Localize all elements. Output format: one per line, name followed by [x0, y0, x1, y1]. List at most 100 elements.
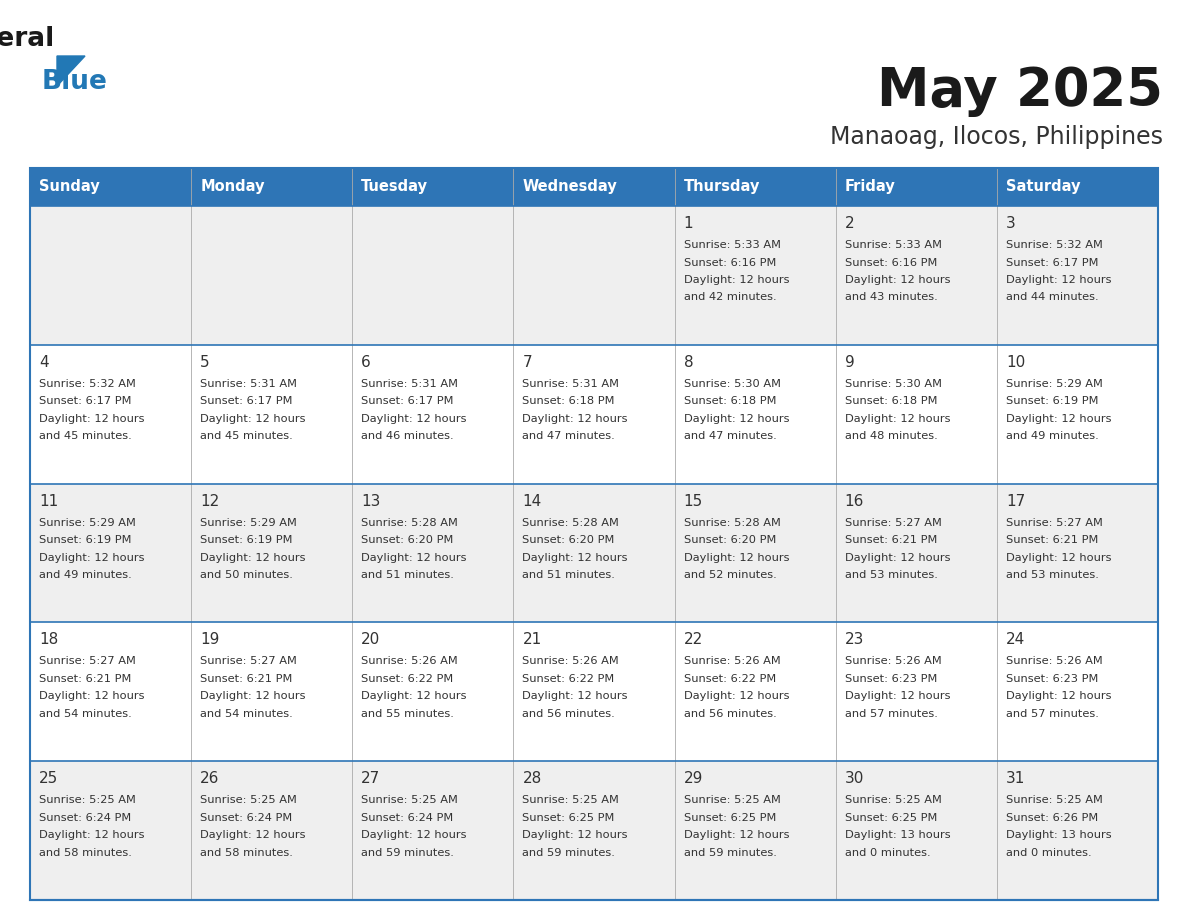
- Text: 7: 7: [523, 354, 532, 370]
- Text: Sunrise: 5:25 AM: Sunrise: 5:25 AM: [683, 795, 781, 805]
- Text: Sunrise: 5:31 AM: Sunrise: 5:31 AM: [361, 379, 459, 389]
- Text: Sunrise: 5:32 AM: Sunrise: 5:32 AM: [39, 379, 135, 389]
- Text: Tuesday: Tuesday: [361, 180, 429, 195]
- Text: Sunrise: 5:25 AM: Sunrise: 5:25 AM: [845, 795, 942, 805]
- Text: 30: 30: [845, 771, 864, 786]
- Text: Daylight: 12 hours: Daylight: 12 hours: [845, 275, 950, 285]
- Text: Daylight: 12 hours: Daylight: 12 hours: [200, 691, 305, 701]
- Text: and 56 minutes.: and 56 minutes.: [683, 709, 776, 719]
- Text: Daylight: 12 hours: Daylight: 12 hours: [845, 553, 950, 563]
- Text: Sunset: 6:16 PM: Sunset: 6:16 PM: [683, 258, 776, 267]
- Text: Daylight: 12 hours: Daylight: 12 hours: [683, 553, 789, 563]
- Text: 20: 20: [361, 633, 380, 647]
- Text: Sunrise: 5:26 AM: Sunrise: 5:26 AM: [683, 656, 781, 666]
- Text: and 54 minutes.: and 54 minutes.: [39, 709, 132, 719]
- Text: 12: 12: [200, 494, 220, 509]
- Text: Daylight: 12 hours: Daylight: 12 hours: [200, 830, 305, 840]
- Text: and 48 minutes.: and 48 minutes.: [845, 431, 937, 442]
- Text: May 2025: May 2025: [877, 65, 1163, 117]
- Text: Daylight: 12 hours: Daylight: 12 hours: [361, 553, 467, 563]
- Text: Sunset: 6:25 PM: Sunset: 6:25 PM: [845, 812, 937, 823]
- Text: 19: 19: [200, 633, 220, 647]
- Text: 1: 1: [683, 216, 693, 231]
- Text: and 0 minutes.: and 0 minutes.: [1006, 847, 1092, 857]
- Text: Daylight: 12 hours: Daylight: 12 hours: [683, 691, 789, 701]
- Text: and 55 minutes.: and 55 minutes.: [361, 709, 454, 719]
- Bar: [30, 206, 1158, 345]
- Text: Sunset: 6:21 PM: Sunset: 6:21 PM: [200, 674, 292, 684]
- Text: Sunrise: 5:30 AM: Sunrise: 5:30 AM: [845, 379, 942, 389]
- Text: Sunset: 6:17 PM: Sunset: 6:17 PM: [1006, 258, 1099, 267]
- Text: Daylight: 12 hours: Daylight: 12 hours: [39, 414, 145, 424]
- Text: Blue: Blue: [42, 69, 108, 95]
- Text: Sunday: Sunday: [39, 180, 100, 195]
- Text: and 44 minutes.: and 44 minutes.: [1006, 293, 1099, 303]
- Text: and 53 minutes.: and 53 minutes.: [1006, 570, 1099, 580]
- Text: Daylight: 12 hours: Daylight: 12 hours: [523, 553, 628, 563]
- Text: Sunrise: 5:26 AM: Sunrise: 5:26 AM: [1006, 656, 1102, 666]
- Text: Sunset: 6:20 PM: Sunset: 6:20 PM: [683, 535, 776, 545]
- Text: Sunrise: 5:28 AM: Sunrise: 5:28 AM: [683, 518, 781, 528]
- Text: Sunset: 6:20 PM: Sunset: 6:20 PM: [523, 535, 615, 545]
- Text: Sunset: 6:17 PM: Sunset: 6:17 PM: [39, 397, 132, 407]
- Text: Sunrise: 5:33 AM: Sunrise: 5:33 AM: [845, 240, 942, 250]
- Text: Sunset: 6:21 PM: Sunset: 6:21 PM: [845, 535, 937, 545]
- Text: 3: 3: [1006, 216, 1016, 231]
- Text: Manaoag, Ilocos, Philippines: Manaoag, Ilocos, Philippines: [830, 125, 1163, 149]
- Text: and 58 minutes.: and 58 minutes.: [39, 847, 132, 857]
- Bar: [30, 761, 1158, 900]
- Text: 9: 9: [845, 354, 854, 370]
- Text: 28: 28: [523, 771, 542, 786]
- Text: Daylight: 12 hours: Daylight: 12 hours: [845, 414, 950, 424]
- Text: and 59 minutes.: and 59 minutes.: [361, 847, 454, 857]
- Text: Saturday: Saturday: [1006, 180, 1080, 195]
- Text: Sunset: 6:23 PM: Sunset: 6:23 PM: [1006, 674, 1098, 684]
- Text: Sunset: 6:17 PM: Sunset: 6:17 PM: [361, 397, 454, 407]
- Text: 27: 27: [361, 771, 380, 786]
- Text: Sunrise: 5:25 AM: Sunrise: 5:25 AM: [523, 795, 619, 805]
- Text: Sunrise: 5:29 AM: Sunrise: 5:29 AM: [39, 518, 135, 528]
- Text: Sunrise: 5:27 AM: Sunrise: 5:27 AM: [845, 518, 942, 528]
- Bar: [835, 168, 997, 206]
- Text: Daylight: 12 hours: Daylight: 12 hours: [683, 414, 789, 424]
- Text: and 53 minutes.: and 53 minutes.: [845, 570, 937, 580]
- Text: 21: 21: [523, 633, 542, 647]
- Text: Daylight: 12 hours: Daylight: 12 hours: [39, 553, 145, 563]
- Text: 14: 14: [523, 494, 542, 509]
- Text: and 52 minutes.: and 52 minutes.: [683, 570, 776, 580]
- Text: 4: 4: [39, 354, 49, 370]
- Text: and 42 minutes.: and 42 minutes.: [683, 293, 776, 303]
- Text: Daylight: 12 hours: Daylight: 12 hours: [845, 691, 950, 701]
- Text: Sunrise: 5:27 AM: Sunrise: 5:27 AM: [39, 656, 135, 666]
- Text: and 54 minutes.: and 54 minutes.: [200, 709, 293, 719]
- Text: 10: 10: [1006, 354, 1025, 370]
- Text: Sunset: 6:19 PM: Sunset: 6:19 PM: [200, 535, 292, 545]
- Bar: [30, 484, 1158, 622]
- Text: Daylight: 12 hours: Daylight: 12 hours: [200, 553, 305, 563]
- Text: Sunset: 6:16 PM: Sunset: 6:16 PM: [845, 258, 937, 267]
- Text: Sunset: 6:24 PM: Sunset: 6:24 PM: [200, 812, 292, 823]
- Text: and 51 minutes.: and 51 minutes.: [361, 570, 454, 580]
- Text: and 51 minutes.: and 51 minutes.: [523, 570, 615, 580]
- Text: Daylight: 13 hours: Daylight: 13 hours: [845, 830, 950, 840]
- Text: and 49 minutes.: and 49 minutes.: [1006, 431, 1099, 442]
- Text: Sunset: 6:26 PM: Sunset: 6:26 PM: [1006, 812, 1098, 823]
- Text: and 50 minutes.: and 50 minutes.: [200, 570, 293, 580]
- Text: Daylight: 12 hours: Daylight: 12 hours: [1006, 691, 1111, 701]
- Text: Sunset: 6:25 PM: Sunset: 6:25 PM: [523, 812, 615, 823]
- Text: 17: 17: [1006, 494, 1025, 509]
- Text: Daylight: 12 hours: Daylight: 12 hours: [683, 830, 789, 840]
- Text: Daylight: 12 hours: Daylight: 12 hours: [683, 275, 789, 285]
- Text: Sunset: 6:19 PM: Sunset: 6:19 PM: [39, 535, 132, 545]
- Text: Sunrise: 5:31 AM: Sunrise: 5:31 AM: [523, 379, 619, 389]
- Text: Daylight: 12 hours: Daylight: 12 hours: [1006, 553, 1111, 563]
- Text: and 45 minutes.: and 45 minutes.: [39, 431, 132, 442]
- Text: Sunset: 6:24 PM: Sunset: 6:24 PM: [361, 812, 454, 823]
- Text: Daylight: 12 hours: Daylight: 12 hours: [523, 830, 628, 840]
- Text: Sunset: 6:18 PM: Sunset: 6:18 PM: [523, 397, 615, 407]
- Text: Sunrise: 5:27 AM: Sunrise: 5:27 AM: [200, 656, 297, 666]
- Text: Sunrise: 5:28 AM: Sunrise: 5:28 AM: [361, 518, 459, 528]
- Text: Sunrise: 5:26 AM: Sunrise: 5:26 AM: [361, 656, 459, 666]
- Text: Sunrise: 5:29 AM: Sunrise: 5:29 AM: [200, 518, 297, 528]
- Text: and 47 minutes.: and 47 minutes.: [683, 431, 776, 442]
